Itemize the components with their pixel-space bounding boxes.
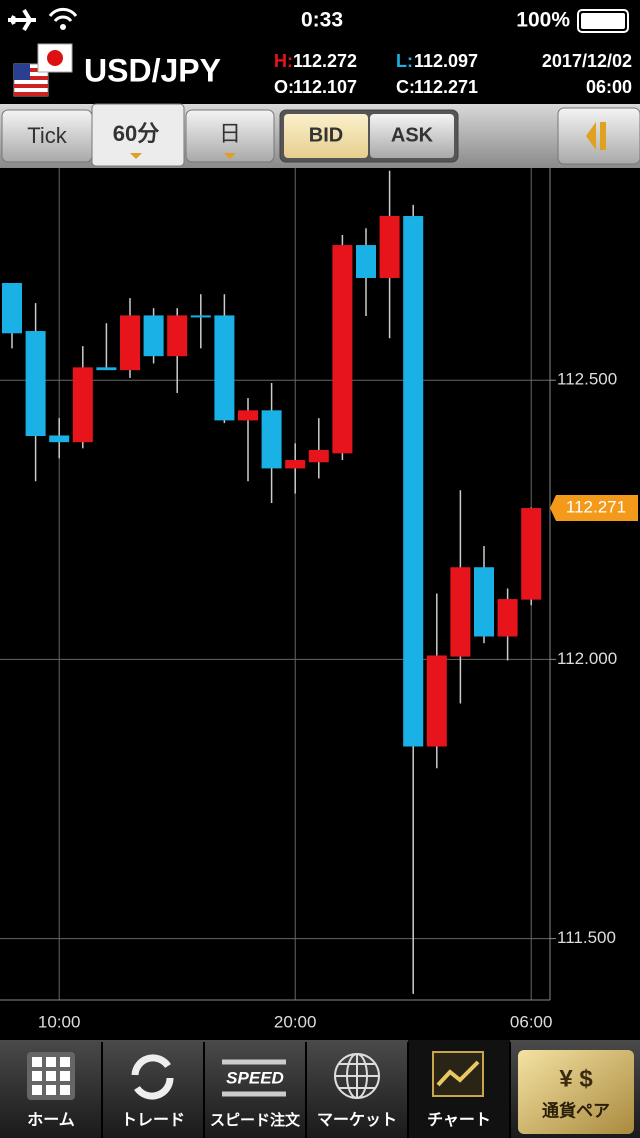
candle-body xyxy=(497,599,518,637)
quote-label: L: xyxy=(396,51,413,71)
price-tag xyxy=(550,495,638,522)
candle-body xyxy=(25,331,46,437)
ask-button[interactable] xyxy=(370,114,454,158)
button-label: Tick xyxy=(27,123,68,148)
dropdown-arrow xyxy=(224,153,236,159)
candle-body xyxy=(2,283,22,334)
button-label: 日 xyxy=(219,121,241,146)
chart-icon xyxy=(432,1051,484,1097)
currency-icon: ¥ $ xyxy=(559,1065,593,1092)
pair-name: USD/JPY xyxy=(84,52,221,88)
candle-body xyxy=(261,410,282,469)
market-icon xyxy=(334,1053,380,1099)
speed-icon-lines xyxy=(222,1059,286,1097)
quote-date: 2017/12/02 xyxy=(542,51,632,71)
candle-body xyxy=(96,367,117,371)
battery-level xyxy=(581,13,625,29)
quote-label: H: xyxy=(274,51,293,71)
speed-icon-text: SPEED xyxy=(226,1068,284,1087)
candle-body xyxy=(214,315,235,421)
trade-icon xyxy=(131,1054,174,1100)
candlestick-chart: 111.500 112.000 112.500 10:00 20:00 06:00 112.… xyxy=(0,168,640,1040)
candle-body xyxy=(356,245,376,279)
clock: 0:33 xyxy=(301,9,343,32)
panel-toggle[interactable] xyxy=(557,107,640,165)
price-tag-label: 112.271 xyxy=(566,498,626,517)
currency-pair-button[interactable] xyxy=(518,1050,634,1134)
tab-label[interactable]: スピード注文 xyxy=(210,1111,301,1129)
battery-icon xyxy=(577,9,629,33)
quote-value: 112.271 xyxy=(414,77,478,97)
period-button[interactable] xyxy=(185,109,275,163)
candle-body xyxy=(120,315,140,371)
button-label: BID xyxy=(309,124,343,146)
candle-body xyxy=(450,567,471,657)
candle-body xyxy=(403,216,424,747)
candle-body xyxy=(49,435,70,443)
airplane-icon xyxy=(8,8,36,32)
x-tick-label: 06:00 xyxy=(510,1012,553,1031)
candle-body xyxy=(379,216,400,279)
bid-button[interactable] xyxy=(284,114,368,158)
quote-label: C: xyxy=(396,77,415,97)
candle-body xyxy=(426,655,447,747)
toggle-icon xyxy=(586,122,606,150)
quote-value: 112.272 xyxy=(293,51,357,71)
quote-time: 06:00 xyxy=(586,77,632,97)
candle-body xyxy=(190,315,211,318)
pair-flag xyxy=(13,43,73,97)
tab-label[interactable]: チャート xyxy=(427,1112,491,1129)
y-tick-label: 111.500 xyxy=(557,928,616,947)
home-icon xyxy=(27,1052,75,1100)
candle-body xyxy=(474,567,494,637)
battery-text: 100% xyxy=(516,9,570,32)
x-tick-label: 20:00 xyxy=(274,1012,317,1031)
wifi-icon xyxy=(48,7,78,23)
wifi-dot xyxy=(60,24,66,30)
candle-body xyxy=(72,367,93,443)
quote-label: O: xyxy=(274,77,294,97)
tab-label[interactable]: ホーム xyxy=(27,1111,75,1129)
button-label: ASK xyxy=(391,124,434,146)
y-tick-label: 112.000 xyxy=(557,649,617,668)
candle-body xyxy=(143,315,164,357)
candle-body xyxy=(238,410,258,421)
candle-body xyxy=(308,449,329,463)
quote-value: 112.097 xyxy=(414,51,478,71)
tab-label[interactable]: トレード xyxy=(121,1112,185,1129)
candle-body xyxy=(167,315,188,357)
plot-background xyxy=(0,168,640,1040)
candle-body xyxy=(332,245,353,454)
dropdown-arrow xyxy=(130,153,142,159)
button-label: 60分 xyxy=(113,121,159,146)
candle-body xyxy=(285,460,306,469)
tab-label[interactable]: 通貨ペア xyxy=(542,1100,610,1120)
candle-body xyxy=(521,508,542,600)
tab-label[interactable]: マーケット xyxy=(317,1111,397,1129)
y-tick-label: 112.500 xyxy=(557,370,617,389)
interval-button[interactable] xyxy=(91,103,185,167)
x-tick-label: 10:00 xyxy=(38,1012,81,1031)
status-bar xyxy=(0,0,640,40)
quote-value: 112.107 xyxy=(293,77,357,97)
